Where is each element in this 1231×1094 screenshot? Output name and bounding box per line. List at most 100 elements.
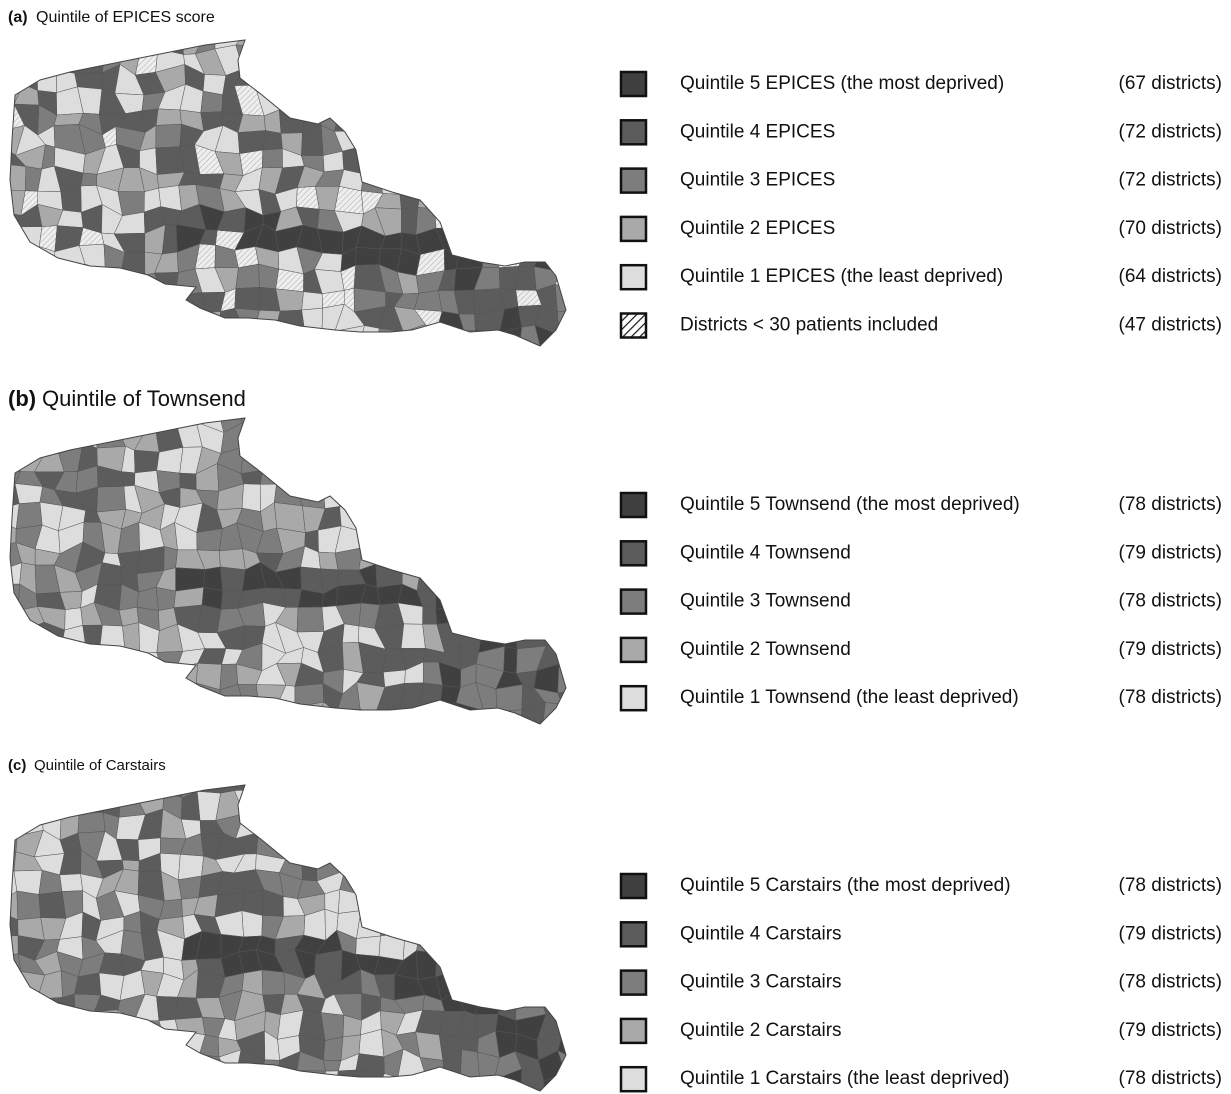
district	[41, 794, 65, 814]
district	[518, 50, 539, 75]
district	[100, 647, 125, 664]
district	[316, 55, 345, 72]
district	[194, 725, 220, 747]
district	[538, 487, 563, 513]
district	[255, 325, 276, 347]
district	[554, 816, 581, 840]
district	[238, 115, 265, 133]
district	[535, 604, 558, 627]
district	[483, 503, 499, 533]
district	[518, 26, 540, 55]
district	[418, 798, 444, 813]
district	[302, 850, 317, 881]
district	[404, 744, 425, 773]
district	[575, 1036, 604, 1059]
district	[416, 744, 439, 773]
district	[299, 744, 325, 765]
district	[134, 304, 162, 330]
district	[460, 953, 485, 979]
district	[421, 174, 442, 193]
district	[582, 334, 605, 353]
district	[297, 1071, 326, 1094]
district	[574, 265, 603, 294]
district	[343, 146, 364, 174]
district	[436, 953, 462, 977]
district	[500, 169, 521, 188]
district	[415, 369, 440, 395]
district	[396, 447, 425, 468]
district	[459, 25, 485, 50]
district	[383, 816, 402, 836]
district	[58, 31, 83, 53]
district	[17, 891, 41, 920]
district	[120, 1035, 140, 1055]
district	[56, 687, 85, 708]
district	[314, 773, 344, 796]
district	[278, 364, 300, 388]
district	[415, 851, 443, 880]
district	[582, 979, 602, 1000]
district	[341, 855, 365, 880]
district	[316, 725, 340, 750]
legend-swatch	[621, 1019, 646, 1043]
district	[474, 831, 505, 859]
district	[60, 410, 83, 424]
district	[564, 133, 583, 147]
district	[39, 892, 66, 919]
district	[521, 510, 539, 531]
district	[100, 1073, 123, 1094]
district	[154, 706, 185, 730]
legend-count: (47 districts)	[1119, 315, 1222, 336]
district	[496, 544, 524, 569]
district	[157, 1053, 183, 1076]
district	[256, 1073, 280, 1094]
district	[201, 327, 222, 354]
district	[503, 977, 517, 998]
district	[59, 664, 83, 692]
district	[581, 424, 605, 450]
district	[380, 850, 402, 880]
district	[480, 1080, 497, 1094]
district	[516, 129, 544, 154]
district	[580, 773, 604, 800]
district	[535, 50, 559, 66]
district	[394, 44, 426, 76]
district	[356, 247, 381, 265]
panel-title: Quintile of Townsend	[42, 386, 246, 411]
district	[215, 726, 243, 748]
district	[79, 793, 103, 813]
district	[295, 452, 320, 470]
district	[580, 583, 599, 610]
district	[0, 422, 19, 453]
district	[435, 208, 462, 229]
district	[499, 184, 525, 215]
district	[521, 523, 541, 549]
district	[116, 274, 146, 290]
district	[137, 547, 164, 574]
district	[262, 149, 282, 168]
district	[575, 626, 606, 654]
district	[504, 646, 517, 673]
district	[515, 624, 546, 648]
district	[234, 1073, 262, 1094]
district	[557, 447, 582, 466]
district	[295, 431, 321, 453]
district	[58, 1009, 86, 1041]
district	[235, 287, 260, 310]
district	[215, 353, 239, 376]
district	[94, 284, 122, 311]
district	[0, 774, 19, 800]
district	[499, 211, 525, 230]
district	[517, 85, 543, 109]
panel: (c)Quintile of CarstairsQuintile 5 Carst…	[0, 757, 1222, 1094]
district	[459, 187, 485, 211]
district	[496, 685, 523, 712]
district	[376, 429, 405, 447]
district	[2, 644, 23, 671]
district	[516, 145, 541, 173]
district	[520, 729, 544, 748]
district	[183, 345, 203, 374]
district	[459, 929, 486, 957]
district	[357, 113, 386, 131]
district	[19, 1074, 40, 1092]
